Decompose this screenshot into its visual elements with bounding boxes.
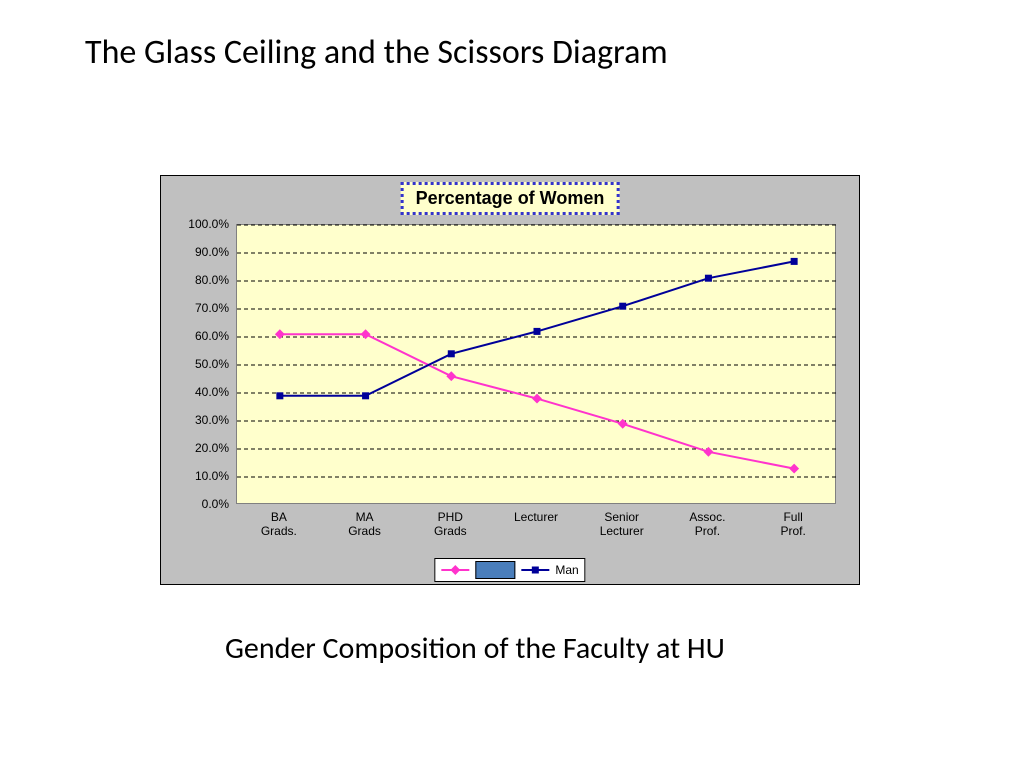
series-marker bbox=[446, 371, 456, 381]
xtick-label: Assoc.Prof. bbox=[667, 510, 747, 539]
xtick-label: SeniorLecturer bbox=[582, 510, 662, 539]
series-marker bbox=[361, 329, 371, 339]
series-marker bbox=[534, 328, 541, 335]
series-marker bbox=[705, 275, 712, 282]
slide-title: The Glass Ceiling and the Scissors Diagr… bbox=[85, 32, 668, 73]
legend-swatch-man bbox=[521, 564, 549, 576]
ytick-label: 10.0% bbox=[195, 469, 229, 483]
ytick-label: 80.0% bbox=[195, 273, 229, 287]
xtick-label: MAGrads bbox=[325, 510, 405, 539]
ytick-label: 0.0% bbox=[202, 497, 229, 511]
series-marker bbox=[791, 258, 798, 265]
ytick-label: 30.0% bbox=[195, 413, 229, 427]
series-marker bbox=[276, 392, 283, 399]
legend-bluebox bbox=[475, 561, 515, 579]
series-marker bbox=[532, 394, 542, 404]
chart-title: Percentage of Women bbox=[401, 182, 620, 215]
xtick-label: BAGrads. bbox=[239, 510, 319, 539]
series-marker bbox=[619, 303, 626, 310]
series-marker bbox=[362, 392, 369, 399]
chart-container: Percentage of Women 0.0% 10.0% 20.0% 30.0% 4… bbox=[160, 175, 860, 585]
xtick-label: Lecturer bbox=[496, 510, 576, 524]
ytick-label: 90.0% bbox=[195, 245, 229, 259]
xtick-label: PHDGrads bbox=[410, 510, 490, 539]
plot-area bbox=[236, 224, 836, 504]
ytick-label: 60.0% bbox=[195, 329, 229, 343]
legend-label-man: Man bbox=[555, 563, 578, 577]
series-marker bbox=[448, 350, 455, 357]
series-svg bbox=[237, 225, 835, 503]
ytick-label: 100.0% bbox=[188, 217, 229, 231]
legend: Man bbox=[434, 558, 585, 582]
xtick-label: FullProf. bbox=[753, 510, 833, 539]
series-marker bbox=[275, 329, 285, 339]
series-marker bbox=[703, 447, 713, 457]
ytick-label: 70.0% bbox=[195, 301, 229, 315]
ytick-label: 20.0% bbox=[195, 441, 229, 455]
ytick-label: 50.0% bbox=[195, 357, 229, 371]
ytick-label: 40.0% bbox=[195, 385, 229, 399]
series-marker bbox=[618, 419, 628, 429]
series-marker bbox=[789, 464, 799, 474]
slide-subtitle: Gender Composition of the Faculty at HU bbox=[225, 630, 725, 667]
legend-swatch-women bbox=[441, 564, 469, 576]
